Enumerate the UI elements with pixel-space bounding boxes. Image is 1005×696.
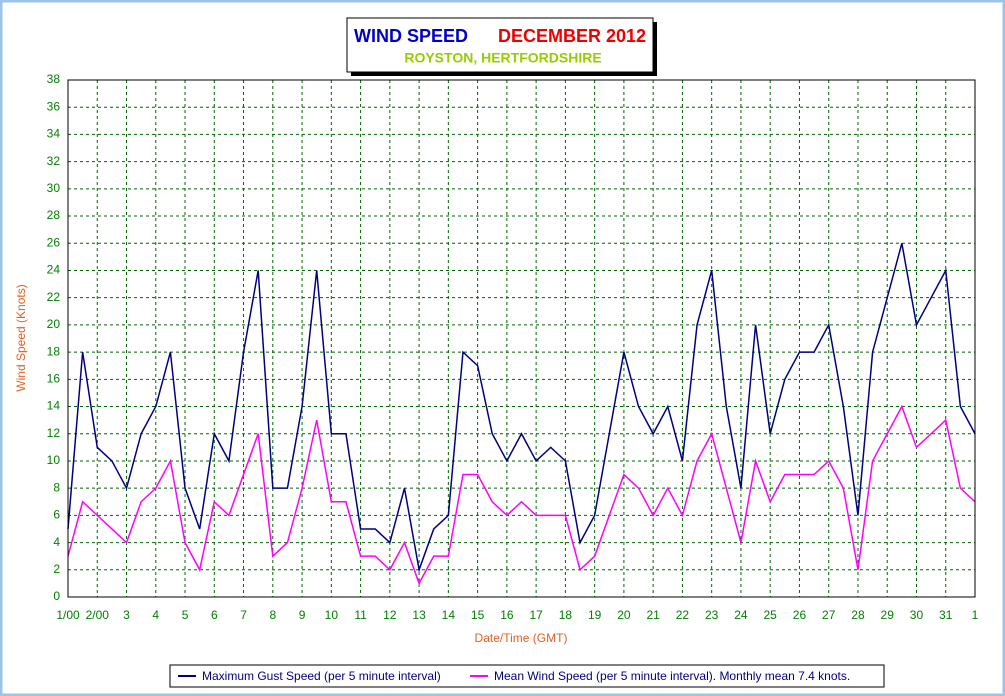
y-tick-label: 10 xyxy=(47,453,61,467)
y-tick-label: 18 xyxy=(47,344,61,358)
y-tick-label: 0 xyxy=(53,589,60,603)
series-line xyxy=(67,243,976,573)
x-tick-label: 4 xyxy=(152,608,159,622)
x-tick-label: 1 xyxy=(972,608,979,622)
y-tick-label: 12 xyxy=(47,426,61,440)
y-tick-label: 22 xyxy=(47,290,61,304)
y-tick-label: 24 xyxy=(47,263,61,277)
chart-title-period: DECEMBER 2012 xyxy=(498,26,646,46)
y-tick-label: 38 xyxy=(47,72,61,86)
series-line xyxy=(67,404,976,586)
x-axis-label: Date/Time (GMT) xyxy=(475,631,568,645)
y-tick-label: 30 xyxy=(47,181,61,195)
x-tick-label: 25 xyxy=(764,608,778,622)
x-tick-label: 21 xyxy=(646,608,660,622)
x-tick-label: 10 xyxy=(325,608,339,622)
x-tick-label: 9 xyxy=(299,608,306,622)
x-tick-label: 17 xyxy=(529,608,543,622)
plot-area xyxy=(67,79,976,598)
x-tick-label: 16 xyxy=(500,608,514,622)
chart-subtitle: ROYSTON, HERTFORDSHIRE xyxy=(404,50,601,66)
y-tick-label: 16 xyxy=(47,371,61,385)
y-tick-label: 32 xyxy=(47,154,61,168)
y-tick-label: 4 xyxy=(53,535,60,549)
x-tick-label: 6 xyxy=(211,608,218,622)
y-tick-label: 6 xyxy=(53,508,60,522)
x-tick-label: 20 xyxy=(617,608,631,622)
x-tick-label: 15 xyxy=(471,608,485,622)
y-tick-label: 2 xyxy=(53,562,60,576)
chart-title: WIND SPEED xyxy=(354,26,468,46)
x-tick-label: 5 xyxy=(182,608,189,622)
y-axis-label: Wind Speed (Knots) xyxy=(14,284,28,391)
legend-label: Mean Wind Speed (per 5 minute interval).… xyxy=(494,669,850,683)
x-tick-label: 14 xyxy=(442,608,456,622)
legend-box xyxy=(169,664,885,688)
x-tick-label: 27 xyxy=(822,608,836,622)
x-tick-label: 13 xyxy=(412,608,426,622)
y-tick-label: 20 xyxy=(47,317,61,331)
x-tick-label: 12 xyxy=(383,608,397,622)
x-tick-label: 31 xyxy=(939,608,953,622)
x-tick-label: 28 xyxy=(851,608,865,622)
y-tick-label: 28 xyxy=(47,208,61,222)
legend-label: Maximum Gust Speed (per 5 minute interva… xyxy=(202,669,441,683)
x-tick-label: 7 xyxy=(240,608,247,622)
x-tick-label: 30 xyxy=(910,608,924,622)
x-tick-label: 29 xyxy=(881,608,895,622)
x-tick-label: 22 xyxy=(676,608,690,622)
x-tick-label: 24 xyxy=(734,608,748,622)
y-tick-label: 36 xyxy=(47,99,61,113)
x-tick-label: 11 xyxy=(354,608,367,622)
title-box xyxy=(346,17,654,73)
x-tick-label: 19 xyxy=(588,608,602,622)
y-tick-label: 34 xyxy=(47,127,61,141)
y-tick-label: 14 xyxy=(47,399,61,413)
x-tick-label: 1/00 xyxy=(56,608,80,622)
plot-border xyxy=(67,79,976,598)
y-tick-label: 8 xyxy=(53,480,60,494)
x-tick-label: 3 xyxy=(123,608,130,622)
x-tick-label: 18 xyxy=(559,608,573,622)
x-tick-label: 2/00 xyxy=(86,608,110,622)
y-tick-label: 26 xyxy=(47,235,61,249)
x-tick-label: 23 xyxy=(705,608,719,622)
x-tick-label: 26 xyxy=(793,608,807,622)
x-tick-label: 8 xyxy=(269,608,276,622)
